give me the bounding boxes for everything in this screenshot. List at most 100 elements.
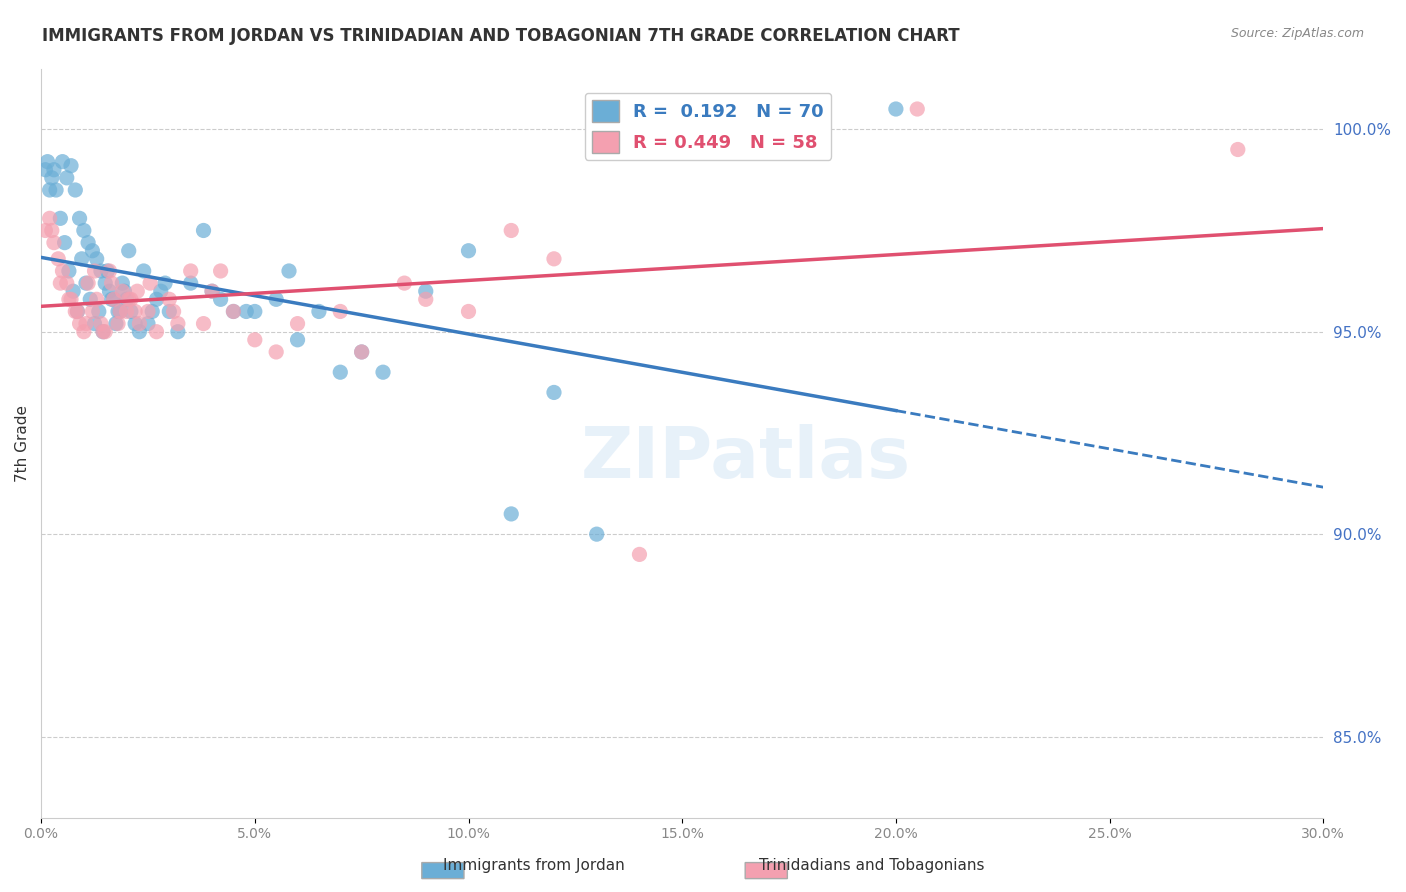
Trinidadians and Tobagonians [628,548,651,562]
Trinidadians and Tobagonians [108,304,131,318]
Trinidadians and Tobagonians [128,317,150,331]
Immigrants from Jordan [58,264,80,278]
Immigrants from Jordan [108,304,131,318]
Trinidadians and Tobagonians [111,284,134,298]
Immigrants from Jordan [53,235,76,250]
Immigrants from Jordan [83,317,105,331]
Trinidadians and Tobagonians [201,284,224,298]
Immigrants from Jordan [41,170,63,185]
Trinidadians and Tobagonians [86,293,108,307]
Immigrants from Jordan [209,293,232,307]
Immigrants from Jordan [60,159,83,173]
Immigrants from Jordan [34,162,56,177]
Immigrants from Jordan [90,264,112,278]
Trinidadians and Tobagonians [501,223,523,237]
Immigrants from Jordan [543,385,565,400]
Trinidadians and Tobagonians [120,293,142,307]
Immigrants from Jordan [115,293,138,307]
Trinidadians and Tobagonians [51,264,73,278]
Trinidadians and Tobagonians [91,325,114,339]
Trinidadians and Tobagonians [243,333,266,347]
Immigrants from Jordan [222,304,245,318]
Trinidadians and Tobagonians [209,264,232,278]
Trinidadians and Tobagonians [38,211,60,226]
Immigrants from Jordan [51,154,73,169]
Immigrants from Jordan [120,304,142,318]
Immigrants from Jordan [884,102,907,116]
Immigrants from Jordan [118,244,141,258]
Immigrants from Jordan [82,244,104,258]
Immigrants from Jordan [235,304,257,318]
Trinidadians and Tobagonians [75,317,97,331]
Trinidadians and Tobagonians [34,223,56,237]
Trinidadians and Tobagonians [58,293,80,307]
Immigrants from Jordan [132,264,155,278]
Immigrants from Jordan [104,317,127,331]
Text: Source: ZipAtlas.com: Source: ZipAtlas.com [1230,27,1364,40]
Immigrants from Jordan [75,276,97,290]
Immigrants from Jordan [157,304,180,318]
Trinidadians and Tobagonians [264,345,287,359]
Trinidadians and Tobagonians [41,223,63,237]
Trinidadians and Tobagonians [100,276,122,290]
Immigrants from Jordan [350,345,373,359]
Trinidadians and Tobagonians [77,276,100,290]
Trinidadians and Tobagonians [543,252,565,266]
Trinidadians and Tobagonians [157,293,180,307]
Immigrants from Jordan [70,252,93,266]
Trinidadians and Tobagonians [1226,143,1249,157]
Immigrants from Jordan [69,211,91,226]
Immigrants from Jordan [111,276,134,290]
Trinidadians and Tobagonians [107,317,129,331]
Immigrants from Jordan [87,304,110,318]
Trinidadians and Tobagonians [94,325,117,339]
Immigrants from Jordan [94,276,117,290]
Text: Immigrants from Jordan: Immigrants from Jordan [443,858,626,872]
Immigrants from Jordan [278,264,301,278]
Immigrants from Jordan [287,333,309,347]
Trinidadians and Tobagonians [83,264,105,278]
Immigrants from Jordan [585,527,607,541]
Trinidadians and Tobagonians [394,276,416,290]
Trinidadians and Tobagonians [98,264,121,278]
Immigrants from Jordan [167,325,190,339]
Immigrants from Jordan [243,304,266,318]
Trinidadians and Tobagonians [329,304,352,318]
Immigrants from Jordan [145,293,167,307]
Trinidadians and Tobagonians [145,325,167,339]
Trinidadians and Tobagonians [60,293,83,307]
Trinidadians and Tobagonians [222,304,245,318]
Text: IMMIGRANTS FROM JORDAN VS TRINIDADIAN AND TOBAGONIAN 7TH GRADE CORRELATION CHART: IMMIGRANTS FROM JORDAN VS TRINIDADIAN AN… [42,27,960,45]
Trinidadians and Tobagonians [66,304,89,318]
Immigrants from Jordan [193,223,215,237]
Trinidadians and Tobagonians [73,325,96,339]
Immigrants from Jordan [42,162,65,177]
Trinidadians and Tobagonians [457,304,479,318]
Immigrants from Jordan [62,284,84,298]
Immigrants from Jordan [308,304,330,318]
Text: Trinidadians and Tobagonians: Trinidadians and Tobagonians [759,858,984,872]
Immigrants from Jordan [124,317,146,331]
Immigrants from Jordan [128,325,150,339]
Trinidadians and Tobagonians [42,235,65,250]
Trinidadians and Tobagonians [65,304,87,318]
Immigrants from Jordan [96,264,118,278]
Immigrants from Jordan [91,325,114,339]
Trinidadians and Tobagonians [162,304,184,318]
Immigrants from Jordan [153,276,176,290]
Trinidadians and Tobagonians [46,252,69,266]
Trinidadians and Tobagonians [136,304,159,318]
Immigrants from Jordan [55,170,77,185]
Text: ZIPatlas: ZIPatlas [581,424,911,492]
Immigrants from Jordan [136,317,159,331]
Immigrants from Jordan [73,223,96,237]
Immigrants from Jordan [264,293,287,307]
Trinidadians and Tobagonians [55,276,77,290]
Trinidadians and Tobagonians [193,317,215,331]
Immigrants from Jordan [329,365,352,379]
Immigrants from Jordan [100,293,122,307]
Trinidadians and Tobagonians [167,317,190,331]
Trinidadians and Tobagonians [49,276,72,290]
Immigrants from Jordan [180,276,202,290]
Immigrants from Jordan [86,252,108,266]
